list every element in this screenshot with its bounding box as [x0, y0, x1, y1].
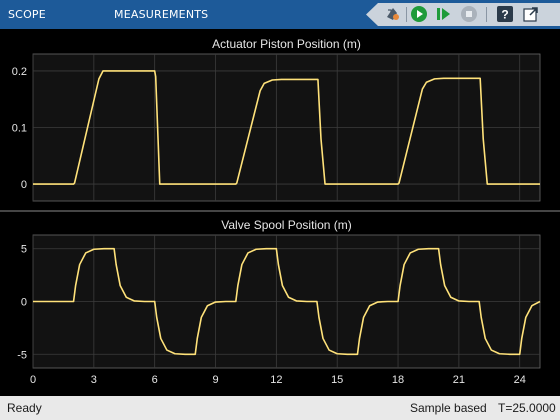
series-line-1	[33, 70, 540, 185]
x-tick-label: 0	[30, 374, 36, 386]
series-line-1	[33, 247, 541, 356]
simulink-model-icon[interactable]	[384, 5, 402, 23]
toolbar-separator	[486, 7, 487, 22]
undock-icon[interactable]	[522, 5, 540, 23]
x-tick-label: 24	[514, 374, 526, 386]
y-tick-label: 0	[21, 297, 27, 309]
stop-icon[interactable]	[460, 5, 478, 23]
tab-measurements[interactable]: MEASUREMENTS	[114, 8, 209, 21]
run-icon[interactable]	[410, 5, 428, 23]
y-tick-label: 0.2	[12, 66, 27, 78]
scope-toolbar: SCOPE MEASUREMENTS	[0, 0, 560, 29]
toolbar-separator	[406, 7, 407, 22]
x-tick-label: 9	[212, 374, 218, 386]
status-simulation-time: T=25.0000	[498, 401, 556, 415]
x-tick-label: 3	[91, 374, 97, 386]
x-tick-label: 6	[152, 374, 158, 386]
simulation-controls: ?	[366, 3, 560, 26]
step-forward-icon[interactable]	[434, 5, 452, 23]
y-tick-label: 0	[21, 179, 27, 191]
x-tick-label: 21	[453, 374, 465, 386]
plot-title: Actuator Piston Position (m)	[212, 37, 361, 51]
scope-display: Actuator Piston Position (m) 0 0.1 0.2 Valve…	[0, 29, 560, 396]
plot-title: Valve Spool Position (m)	[221, 218, 352, 232]
status-ready-text: Ready	[7, 401, 42, 415]
x-tick-label: 18	[392, 374, 404, 386]
x-tick-label: 15	[331, 374, 343, 386]
scope-plot-1: Actuator Piston Position (m) 0 0.1 0.2	[0, 37, 560, 212]
scope-plots: Actuator Piston Position (m) 0 0.1 0.2 Valve…	[0, 37, 560, 386]
y-tick-label: 0.1	[12, 123, 27, 135]
svg-text:?: ?	[501, 8, 508, 22]
tab-scope[interactable]: SCOPE	[8, 8, 46, 21]
status-bar: Ready Sample based T=25.0000	[0, 396, 560, 420]
y-tick-label: 5	[21, 244, 27, 256]
y-tick-label: -5	[17, 349, 27, 361]
help-icon[interactable]: ?	[496, 5, 514, 23]
x-tick-label: 12	[270, 374, 282, 386]
scope-plot-2: Valve Spool Position (m) -5 0 5 0 3 6 9 12 15 18 21…	[17, 218, 541, 386]
status-sample-mode: Sample based	[410, 401, 487, 415]
